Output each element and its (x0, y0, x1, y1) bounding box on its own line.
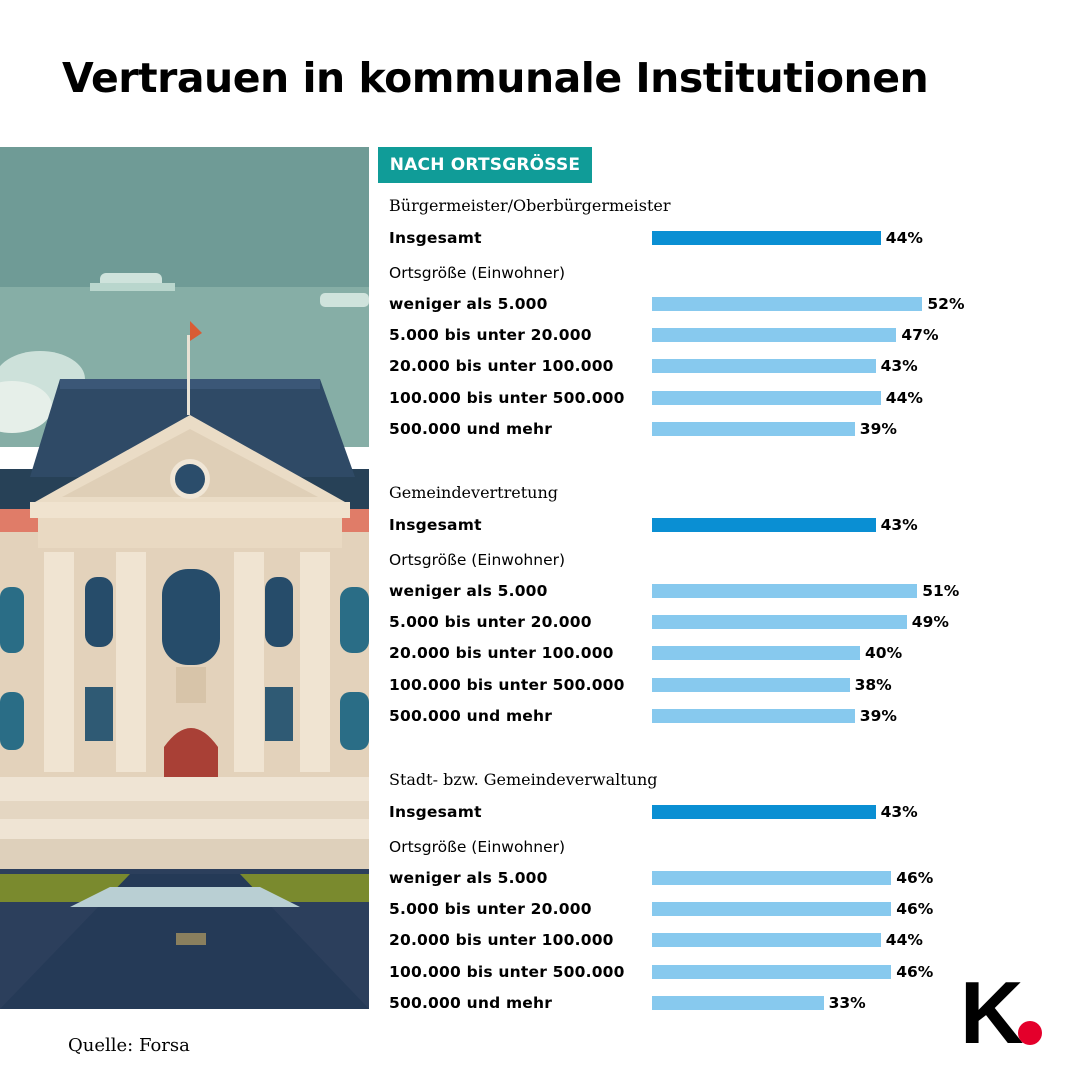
bar (652, 359, 876, 374)
page-title: Vertrauen in kommunale Institutionen (62, 54, 929, 102)
bar (652, 646, 860, 661)
group-label: Ortsgröße (Einwohner) (389, 551, 566, 569)
category-label: 500.000 und mehr (389, 706, 553, 725)
town-hall-illustration (0, 147, 369, 1009)
value-label: 44% (885, 931, 923, 950)
section-title: Gemeindevertretung (389, 483, 559, 502)
bar (652, 995, 824, 1010)
publisher-logo: K (960, 975, 1042, 1047)
source-note: Quelle: Forsa (68, 1035, 190, 1056)
bar (652, 297, 923, 311)
total-label: Insgesamt (389, 516, 482, 534)
category-label: 5.000 bis unter 20.000 (389, 613, 592, 632)
bar (652, 871, 892, 885)
value-label: 38% (854, 675, 892, 694)
category-label: weniger als 5.000 (389, 582, 548, 600)
value-label: 43% (880, 357, 918, 376)
bar (652, 708, 855, 723)
category-label: 20.000 bis unter 100.000 (389, 357, 614, 376)
bar (652, 390, 881, 405)
group-label: Ortsgröße (Einwohner) (389, 838, 566, 856)
value-label: 39% (859, 706, 897, 725)
value-label: 44% (885, 229, 923, 247)
value-label: 46% (896, 962, 934, 981)
bar (652, 677, 850, 692)
value-label: 43% (880, 803, 918, 821)
value-label: 52% (927, 295, 965, 313)
value-label: 51% (922, 582, 960, 600)
value-label: 39% (859, 419, 897, 438)
value-label: 33% (828, 993, 866, 1012)
category-label: 20.000 bis unter 100.000 (389, 644, 614, 663)
group-label: Ortsgröße (Einwohner) (389, 264, 566, 282)
bar (652, 584, 918, 598)
total-label: Insgesamt (389, 229, 482, 247)
total-bar (652, 231, 881, 245)
value-label: 43% (880, 516, 918, 534)
bar (652, 421, 855, 436)
value-label: 40% (865, 644, 903, 663)
value-label: 49% (911, 613, 949, 632)
category-label: weniger als 5.000 (389, 295, 548, 313)
value-label: 46% (896, 900, 934, 919)
bar (652, 615, 907, 630)
bar (652, 964, 892, 979)
category-label: 100.000 bis unter 500.000 (389, 388, 625, 407)
value-label: 47% (901, 326, 939, 345)
section-title: Bürgermeister/Oberbürgermeister (389, 196, 671, 215)
category-label: weniger als 5.000 (389, 869, 548, 887)
total-bar (652, 805, 876, 819)
total-label: Insgesamt (389, 803, 482, 821)
logo-dot (1018, 1021, 1042, 1045)
bar (652, 328, 897, 343)
total-bar (652, 518, 876, 532)
category-label: 500.000 und mehr (389, 993, 553, 1012)
logo-letter: K (960, 975, 1024, 1047)
category-label: 100.000 bis unter 500.000 (389, 962, 625, 981)
value-label: 46% (896, 869, 934, 887)
category-label: 5.000 bis unter 20.000 (389, 326, 592, 345)
bar (652, 933, 881, 948)
category-label: 20.000 bis unter 100.000 (389, 931, 614, 950)
category-label: 500.000 und mehr (389, 419, 553, 438)
category-label: 5.000 bis unter 20.000 (389, 900, 592, 919)
value-label: 44% (885, 388, 923, 407)
section-title: Stadt- bzw. Gemeindeverwaltung (389, 770, 658, 789)
bar (652, 902, 892, 917)
category-badge: NACH ORTSGRÖSSE (378, 147, 592, 183)
category-label: 100.000 bis unter 500.000 (389, 675, 625, 694)
